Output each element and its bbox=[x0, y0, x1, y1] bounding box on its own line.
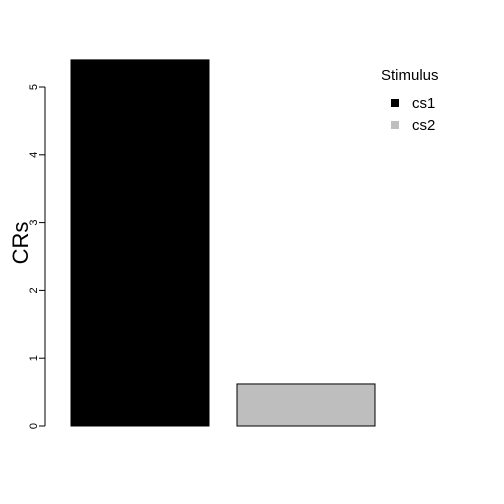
bar-cs2 bbox=[236, 383, 376, 427]
y-axis-title: CRs bbox=[8, 222, 33, 265]
y-tick-label-3: 3 bbox=[28, 220, 40, 226]
y-tick-label-1: 1 bbox=[28, 355, 40, 361]
y-tick-label-0: 0 bbox=[28, 423, 40, 429]
bar-cs1 bbox=[70, 59, 210, 427]
y-ticks: 0 1 2 3 4 5 bbox=[28, 84, 45, 429]
y-tick-label-4: 4 bbox=[28, 152, 40, 158]
legend-swatch-cs2 bbox=[391, 121, 399, 129]
y-tick-label-5: 5 bbox=[28, 84, 40, 90]
legend-swatch-cs1 bbox=[391, 99, 399, 107]
legend-label-cs1: cs1 bbox=[412, 95, 435, 112]
bars-group bbox=[70, 59, 376, 427]
legend-title: Stimulus bbox=[381, 67, 439, 84]
y-axis: 0 1 2 3 4 5 bbox=[28, 84, 46, 429]
y-tick-label-2: 2 bbox=[28, 287, 40, 293]
legend-label-cs2: cs2 bbox=[412, 117, 435, 134]
